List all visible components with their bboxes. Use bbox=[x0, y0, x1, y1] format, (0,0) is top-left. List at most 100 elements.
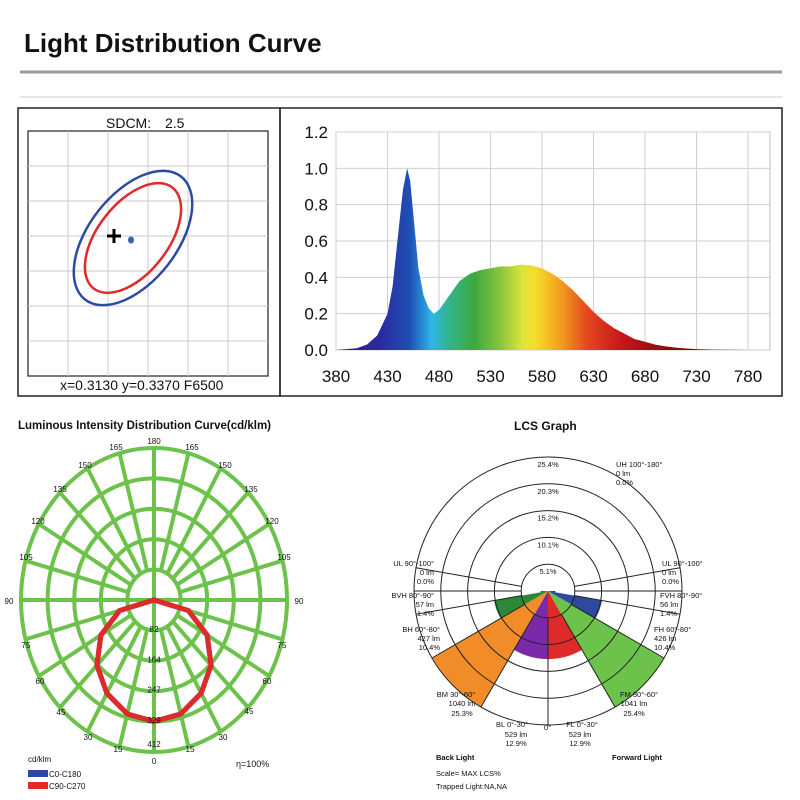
intensity-angle-label: 30 bbox=[84, 733, 93, 742]
intensity-angle-label: 180 bbox=[147, 437, 161, 446]
zone-label-bvh: BVH 80°-90° 57 lm 1.4% bbox=[391, 591, 434, 618]
spectrum-tick-labels: 380 430 480 530 580 630 680 730 780 0.0 0.2 0.4 0.6 0… bbox=[304, 123, 762, 386]
lcs-zero-label: 0° bbox=[544, 723, 551, 732]
zone-fl-pct: 12.9% bbox=[569, 739, 591, 748]
intensity-radial bbox=[165, 625, 223, 733]
zone-ul-right-name: UL 90°-100° bbox=[662, 559, 703, 568]
curve-c90-c270 bbox=[94, 597, 214, 724]
spectrum-panel bbox=[279, 107, 783, 397]
spectrum-x-tick-label: 430 bbox=[373, 367, 401, 386]
intensity-angle-label: 60 bbox=[36, 677, 45, 686]
zone-label-ul-left: UL 90°-100° 0 lm 0.0% bbox=[393, 559, 434, 586]
intensity-angle-label: 15 bbox=[186, 745, 195, 754]
zone-ul-right-pct: 0.0% bbox=[662, 577, 679, 586]
zone-label-fl: FL 0°-30° 529 lm 12.9% bbox=[566, 720, 598, 748]
intensity-radial bbox=[24, 558, 129, 595]
lcs-sector-fm bbox=[548, 591, 664, 707]
spectrum-x-tick-label: 630 bbox=[579, 367, 607, 386]
intensity-ring-value: 412 bbox=[147, 740, 161, 749]
intensity-radial bbox=[117, 452, 150, 572]
zone-bm-lm: 1040 lm bbox=[449, 699, 476, 708]
intensity-angle-label: 105 bbox=[19, 553, 33, 562]
zone-ul-left-lm: 0 lm bbox=[420, 568, 434, 577]
measured-point-marker bbox=[128, 236, 134, 244]
intensity-radial bbox=[58, 491, 137, 580]
spectrum-y-tick-label: 0.8 bbox=[304, 196, 328, 215]
zone-bh-pct: 10.4% bbox=[419, 643, 441, 652]
page-title: Light Distribution Curve bbox=[24, 28, 322, 58]
spectrum-x-tick-label: 380 bbox=[322, 367, 350, 386]
zone-fvh-lm: 56 lm bbox=[660, 600, 678, 609]
spectrum-y-tick-label: 1.0 bbox=[304, 159, 328, 178]
intensity-angle-label: 165 bbox=[109, 443, 123, 452]
zone-ul-right-lm: 0 lm bbox=[662, 568, 676, 577]
zone-uh-name: UH 100°-180° bbox=[616, 460, 662, 469]
zone-fh-lm: 426 lm bbox=[654, 634, 677, 643]
zone-fm-pct: 25.4% bbox=[623, 709, 645, 718]
zone-label-fh: FH 60°-80° 426 lm 10.4% bbox=[654, 625, 691, 652]
lcs-spoke bbox=[574, 595, 681, 615]
intensity-angle-label: 135 bbox=[244, 485, 258, 494]
intensity-radial bbox=[179, 605, 284, 642]
lcs-title: LCS Graph bbox=[514, 419, 577, 433]
legend-swatch-c0-c180 bbox=[28, 770, 48, 777]
scale-text: Scale= MAX LCS% bbox=[436, 769, 501, 778]
zone-uh-pct: 0.0% bbox=[616, 478, 633, 487]
lcs-sectors bbox=[432, 591, 664, 707]
spectrum-x-tick-label: 530 bbox=[476, 367, 504, 386]
intensity-radial bbox=[37, 522, 133, 587]
intensity-radial bbox=[179, 558, 284, 595]
lcs-spoke bbox=[431, 603, 526, 659]
intensity-ring-value: 329 bbox=[147, 716, 161, 725]
eta-label: η=100% bbox=[236, 759, 269, 769]
lcs-ring-label: 10.1% bbox=[537, 540, 559, 549]
zone-fvh-name: FVH 80°-90° bbox=[660, 591, 702, 600]
zone-bl-lm: 529 lm bbox=[505, 730, 528, 739]
lcs-ring-label: 15.2% bbox=[537, 514, 559, 523]
lcs-sector-bm bbox=[432, 591, 548, 707]
lcs-ring-label: 5.1% bbox=[539, 567, 556, 576]
intensity-radial bbox=[37, 613, 133, 678]
zone-label-bm: BM 30°-60° 1040 lm 25.3% bbox=[437, 690, 476, 718]
intensity-angle-label: 75 bbox=[278, 641, 287, 650]
lcs-polar-chart: 5.1% 10.1% 15.2% 20.3% 25.4% bbox=[413, 456, 683, 726]
intensity-angle-label: 45 bbox=[57, 708, 66, 717]
spectrum-y-tick-label: 0.4 bbox=[304, 268, 328, 287]
zone-ul-left-name: UL 90°-100° bbox=[393, 559, 434, 568]
zone-fm-name: FM 30°-60° bbox=[620, 690, 658, 699]
legend-label-c0-c180: C0-C180 bbox=[49, 770, 82, 779]
zone-fvh-pct: 1.4% bbox=[660, 609, 677, 618]
spectrum-chart: 380 430 480 530 580 630 680 730 780 0.0 0.2 0.4 0.6 0… bbox=[304, 123, 771, 386]
spectrum-x-tick-label: 580 bbox=[528, 367, 556, 386]
sdcm-label: SDCM: bbox=[106, 115, 151, 131]
intensity-radial bbox=[175, 613, 271, 678]
lcs-spoke bbox=[415, 567, 522, 587]
zone-uh-lm: 0 lm bbox=[616, 469, 630, 478]
intensity-angle-label: 60 bbox=[263, 677, 272, 686]
intensity-angle-label: 120 bbox=[265, 517, 279, 526]
inner-ellipse bbox=[83, 181, 183, 295]
lcs-ring-labels: 5.1% 10.1% 15.2% 20.3% 25.4% bbox=[537, 460, 559, 576]
intensity-angle-label: 45 bbox=[245, 707, 254, 716]
intensity-radial bbox=[85, 467, 143, 575]
lcs-sector-fvh bbox=[548, 591, 556, 593]
intensity-radial bbox=[175, 522, 271, 587]
sdcm-value: 2.5 bbox=[165, 115, 185, 131]
intensity-angle-label: 30 bbox=[219, 733, 228, 742]
intensity-radial bbox=[158, 628, 191, 748]
spectrum-x-tick-label: 680 bbox=[631, 367, 659, 386]
trapped-text: Trapped Light:NA,NA bbox=[436, 782, 507, 791]
intensity-radial bbox=[158, 452, 191, 572]
lcs-sector-bvh bbox=[540, 591, 548, 593]
zone-bvh-lm: 57 lm bbox=[416, 600, 434, 609]
back-light-label: Back Light bbox=[436, 753, 475, 762]
intensity-angle-label: 0 bbox=[152, 757, 157, 766]
intensity-radial bbox=[165, 467, 223, 575]
intensity-angle-label: 15 bbox=[114, 745, 123, 754]
intensity-ring-value: 164 bbox=[147, 655, 161, 664]
intensity-angle-label: 105 bbox=[277, 553, 291, 562]
lcs-spoke bbox=[574, 567, 681, 587]
zone-label-uh: UH 100°-180° 0 lm 0.0% bbox=[616, 460, 662, 487]
intensity-ring-value: 82 bbox=[150, 625, 159, 634]
